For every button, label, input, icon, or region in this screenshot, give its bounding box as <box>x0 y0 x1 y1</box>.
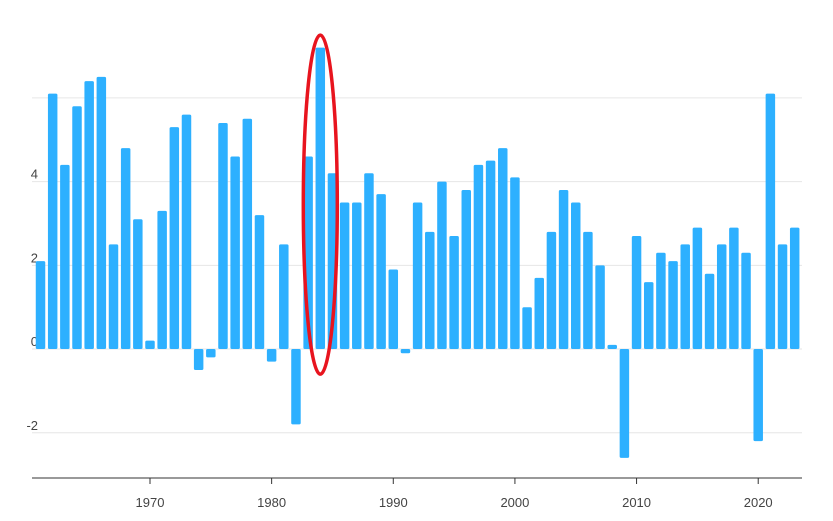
bar-2005 <box>571 202 581 350</box>
bar-1964 <box>72 106 82 350</box>
bar-2000 <box>510 177 520 350</box>
bar-2007 <box>595 265 605 350</box>
bar-2012 <box>656 252 666 350</box>
bar-2003 <box>546 231 557 350</box>
bar-2004 <box>558 189 569 350</box>
bar-1968 <box>120 148 131 350</box>
bar-1993 <box>425 231 435 350</box>
bar-1992 <box>412 202 423 350</box>
bar-2017 <box>716 244 727 350</box>
annotation <box>301 33 340 376</box>
bar-1961 <box>35 261 46 350</box>
x-tick-label: 1980 <box>257 495 286 510</box>
highlight-ellipse <box>301 33 340 376</box>
bar-1967 <box>108 244 119 350</box>
bar-1969 <box>133 219 143 350</box>
bar-1994 <box>437 181 447 350</box>
bar-2008 <box>607 344 617 350</box>
y-tick-labels: -2 0 2 4 <box>26 167 38 433</box>
bar-1966 <box>96 76 107 350</box>
bar-1980 <box>266 349 277 362</box>
y-tick-label: 4 <box>31 167 38 182</box>
y-tick-label: 0 <box>31 334 38 349</box>
bar-2013 <box>668 261 678 350</box>
bar-1971 <box>157 210 167 350</box>
bar-1965 <box>84 81 94 350</box>
bar-2015 <box>692 227 703 350</box>
x-tick-label: 1990 <box>379 495 408 510</box>
bar-1977 <box>230 156 240 350</box>
bar-1989 <box>376 194 386 350</box>
y-tick-label: -2 <box>26 418 38 433</box>
bar-2021 <box>765 93 776 350</box>
x-tick-label: 2000 <box>500 495 529 510</box>
bar-1976 <box>218 122 228 350</box>
bar-1970 <box>145 340 155 350</box>
bar-2002 <box>534 277 544 350</box>
bar-1996 <box>461 189 472 350</box>
bar-1998 <box>485 160 496 350</box>
bar-2006 <box>583 231 593 350</box>
bar-1963 <box>60 164 70 350</box>
bar-2019 <box>741 252 751 350</box>
x-tick-label: 2010 <box>622 495 651 510</box>
bar-1988 <box>364 173 374 350</box>
bar-2023 <box>789 227 800 350</box>
bar-1978 <box>242 118 253 350</box>
bar-1979 <box>254 215 265 350</box>
bar-2018 <box>729 227 739 350</box>
bar-1995 <box>449 236 459 350</box>
bar-1975 <box>206 349 216 358</box>
x-tick-label: 1970 <box>136 495 165 510</box>
bar-2020 <box>753 349 763 442</box>
bar-1982 <box>291 349 301 425</box>
bar-1962 <box>47 93 58 350</box>
bar-1991 <box>400 349 411 354</box>
bar-2022 <box>777 244 788 350</box>
bar-1997 <box>473 164 484 350</box>
bar-1981 <box>279 244 289 350</box>
bar-1974 <box>193 349 204 370</box>
bar-1986 <box>339 202 350 350</box>
bar-1984 <box>315 47 326 350</box>
bar-1972 <box>169 127 180 350</box>
bar-2009 <box>619 349 630 458</box>
x-tick-label: 2020 <box>744 495 773 510</box>
bar-2001 <box>522 307 532 350</box>
y-tick-label: 2 <box>31 250 38 265</box>
bar-2011 <box>643 282 654 350</box>
bar-2010 <box>631 236 642 350</box>
bar-2014 <box>680 244 690 350</box>
bar-2016 <box>704 273 715 350</box>
bars <box>35 47 800 458</box>
bar-1990 <box>388 269 399 350</box>
bar-1987 <box>352 202 362 350</box>
bar-1973 <box>181 114 192 350</box>
bar-1999 <box>498 148 508 350</box>
x-tick-labels: 1970 1980 1990 2000 2010 2020 <box>136 478 773 510</box>
